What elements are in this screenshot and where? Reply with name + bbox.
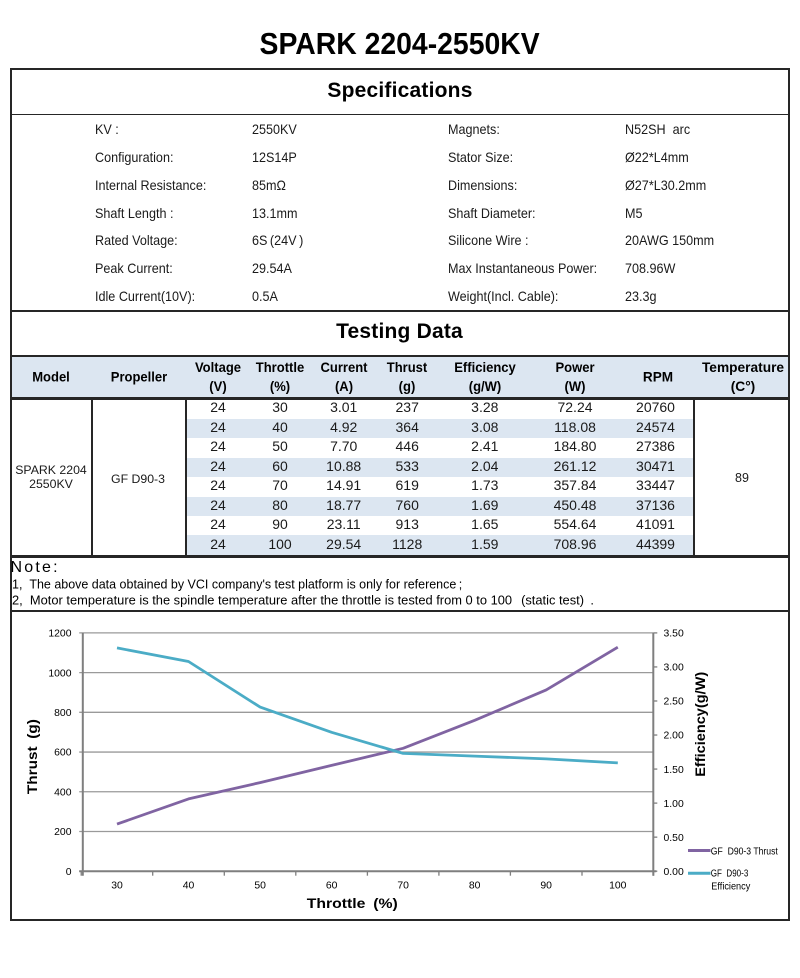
svg-text:1.50: 1.50 [664,765,684,776]
svg-text:2.50: 2.50 [664,697,684,708]
svg-text:30: 30 [111,881,123,892]
svg-text:1200: 1200 [48,629,71,640]
svg-text:50: 50 [254,881,266,892]
svg-text:800: 800 [54,708,72,719]
svg-text:1000: 1000 [48,668,71,679]
svg-text:400: 400 [54,788,72,799]
svg-text:0: 0 [66,867,72,878]
svg-text:Thrust (g): Thrust (g) [24,719,40,794]
svg-text:3.00: 3.00 [664,663,684,674]
svg-text:3.50: 3.50 [664,629,684,640]
svg-text:40: 40 [183,881,195,892]
svg-text:90: 90 [540,881,552,892]
svg-text:70: 70 [397,881,409,892]
svg-text:Efficiency(g/W): Efficiency(g/W) [692,672,708,777]
svg-text:Efficiency: Efficiency [711,882,751,893]
svg-text:80: 80 [469,881,481,892]
svg-text:60: 60 [326,881,338,892]
svg-text:Throttle (%): Throttle (%) [307,895,398,911]
svg-text:100: 100 [609,881,627,892]
svg-text:0.50: 0.50 [664,833,684,844]
svg-text:GF D90-3 Thrust: GF D90-3 Thrust [711,847,778,858]
svg-text:GF D90-3: GF D90-3 [711,869,749,880]
svg-text:0.00: 0.00 [664,867,684,878]
svg-text:2.00: 2.00 [664,731,684,742]
svg-text:200: 200 [54,827,72,838]
svg-text:1.00: 1.00 [664,799,684,810]
svg-text:600: 600 [54,748,72,759]
